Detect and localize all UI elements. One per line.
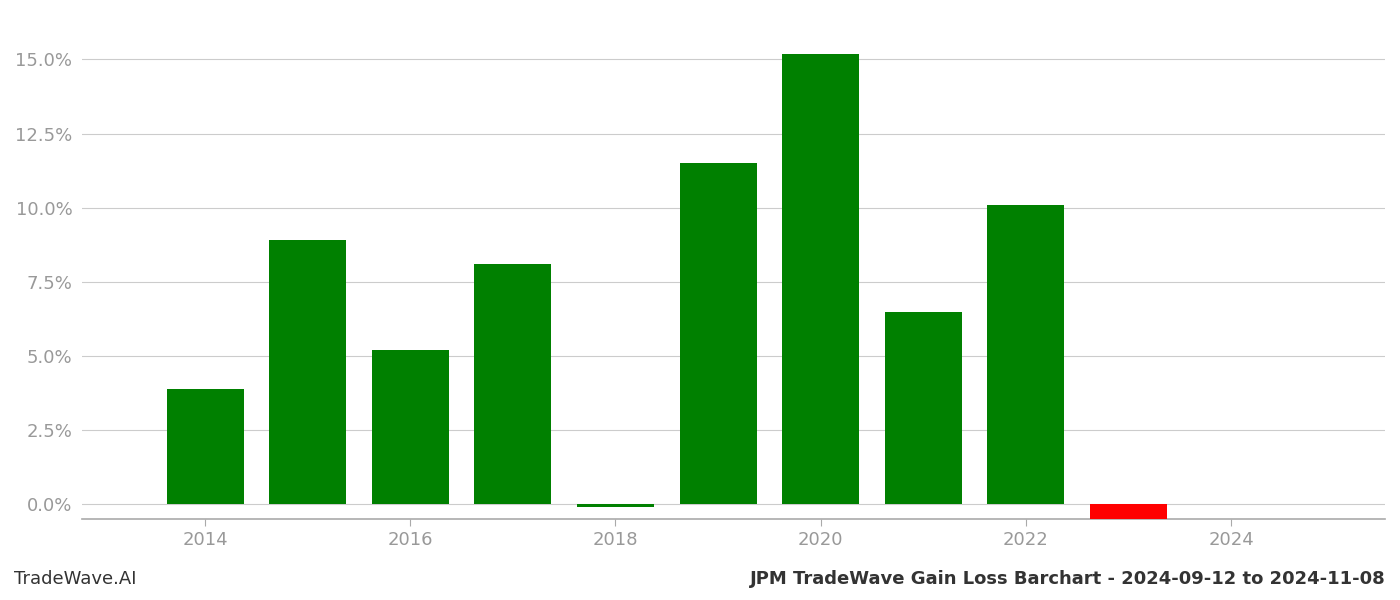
Bar	[783, 53, 860, 505]
Bar	[269, 241, 346, 505]
Bar	[885, 311, 962, 505]
Bar	[372, 350, 449, 505]
Bar	[1091, 505, 1168, 528]
Bar	[987, 205, 1064, 505]
Text: JPM TradeWave Gain Loss Barchart - 2024-09-12 to 2024-11-08: JPM TradeWave Gain Loss Barchart - 2024-…	[750, 570, 1386, 588]
Bar	[167, 389, 244, 505]
Bar	[475, 264, 552, 505]
Bar	[577, 505, 654, 508]
Bar	[679, 163, 756, 505]
Text: TradeWave.AI: TradeWave.AI	[14, 570, 137, 588]
